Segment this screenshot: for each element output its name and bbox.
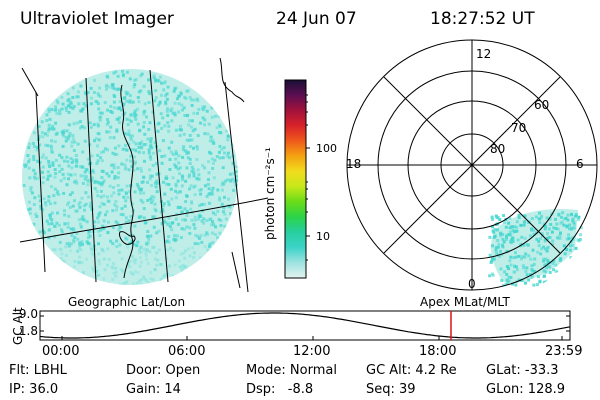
- altitude-ytick-low: 1.8: [18, 324, 38, 338]
- mlt-label-12: 12: [476, 47, 492, 61]
- geo-disk: [22, 69, 238, 285]
- mlat-label-70: 70: [511, 121, 527, 135]
- geo-emission-speckle: [22, 69, 238, 285]
- param-glat: GLat: -33.3: [486, 363, 559, 378]
- polar-panel: [346, 39, 598, 291]
- param-seq: Seq: 39: [366, 382, 416, 397]
- altitude-ytick-high: 9.0: [18, 307, 38, 321]
- altitude-frame: [39, 310, 571, 341]
- param-ip: IP: 36.0: [9, 382, 59, 397]
- time-tick-0600: 06:00: [168, 344, 206, 359]
- polar-panel-caption: Apex MLat/MLT: [420, 295, 510, 309]
- param-gc-alt: GC Alt: 4.2 Re: [366, 363, 457, 378]
- colorbar-tickmarks: [306, 94, 310, 261]
- time-tick-1200: 12:00: [293, 344, 331, 359]
- geo-coastlines: [119, 57, 245, 289]
- time-tick-1800: 18:00: [419, 344, 457, 359]
- param-door: Door: Open: [126, 363, 201, 378]
- param-filter: Flt: LBHL: [9, 363, 67, 378]
- instrument-title: Ultraviolet Imager: [20, 9, 174, 29]
- polar-grid: [346, 39, 598, 291]
- mlt-label-18: 18: [346, 157, 362, 171]
- altitude-strip: [39, 310, 571, 341]
- date-label: 24 Jun 07: [276, 9, 357, 29]
- time-tick-2359: 23:59: [545, 344, 583, 359]
- colorbar-tick-100: 100: [316, 142, 337, 155]
- time-label: 18:27:52 UT: [430, 9, 535, 29]
- colorbar: [284, 79, 310, 279]
- param-mode: Mode: Normal: [246, 363, 337, 378]
- geo-panel-caption: Geographic Lat/Lon: [68, 295, 186, 309]
- mlt-label-0: 0: [468, 277, 476, 291]
- time-tick-0000: 00:00: [42, 344, 80, 359]
- altitude-curve: [39, 312, 571, 339]
- param-gain: Gain: 14: [126, 382, 181, 397]
- mlat-label-80: 80: [490, 142, 506, 156]
- aurora-emission: [488, 208, 583, 287]
- param-glon: GLon: 128.9: [486, 382, 566, 397]
- geo-grid-lines: [19, 67, 269, 293]
- colorbar-tick-10: 10: [316, 230, 330, 243]
- colorbar-unit-label: photon cm⁻²s⁻¹: [263, 147, 277, 240]
- param-dsp: Dsp: -8.8: [246, 382, 314, 397]
- altitude-ticks: [40, 315, 570, 340]
- geographic-panel: [19, 57, 269, 293]
- colorbar-ramp: [284, 79, 307, 279]
- mlt-label-6: 6: [576, 157, 584, 171]
- mlat-label-60: 60: [534, 98, 550, 112]
